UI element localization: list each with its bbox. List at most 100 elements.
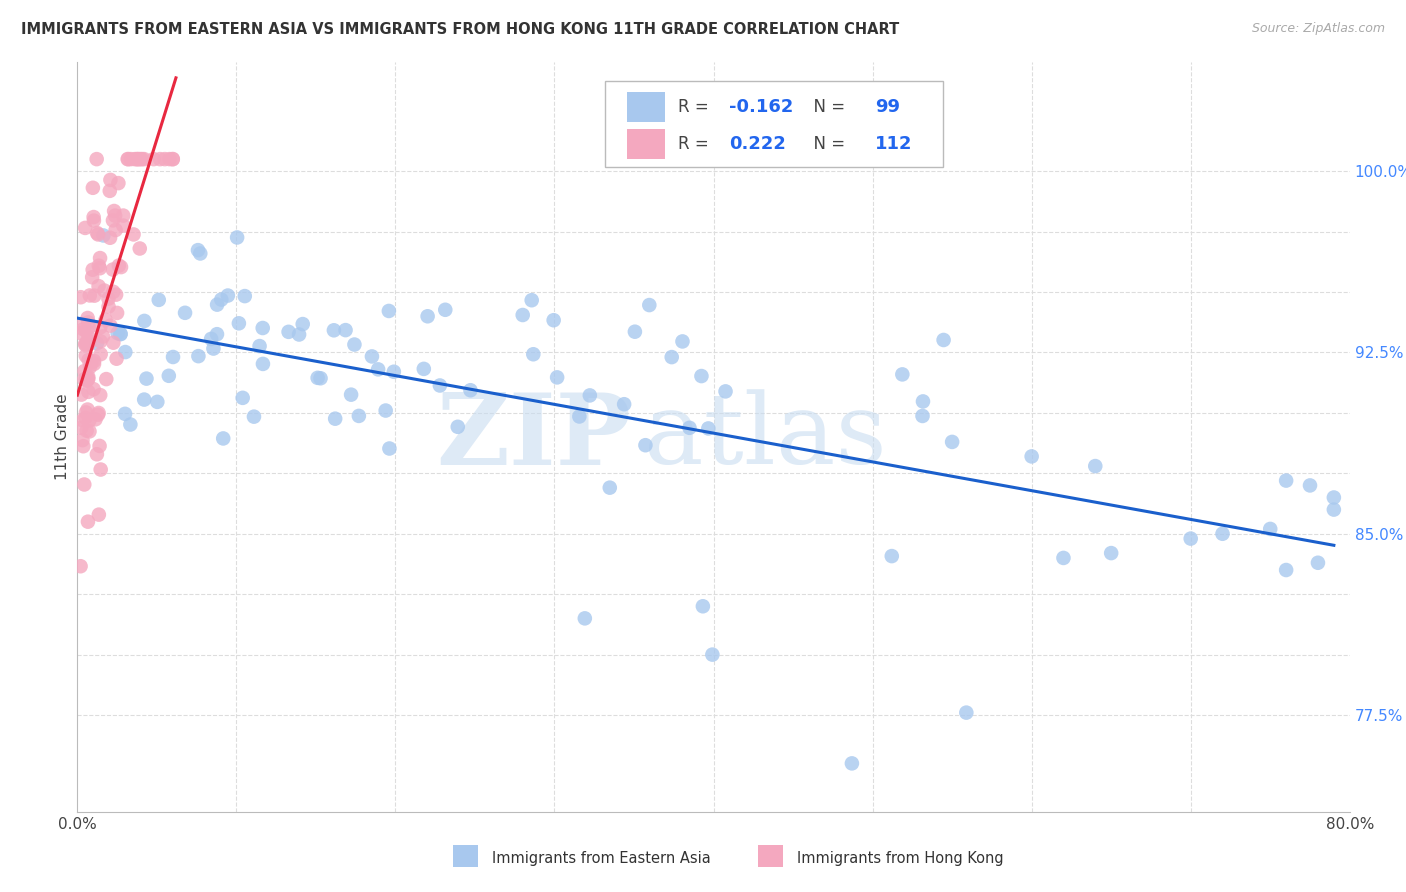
Point <box>343 337 366 351</box>
Point <box>187 243 209 257</box>
Point <box>76 372 98 386</box>
Point <box>347 409 370 423</box>
Point <box>412 362 434 376</box>
Point <box>291 317 314 331</box>
Point <box>86 226 108 240</box>
Text: Source: ZipAtlas.com: Source: ZipAtlas.com <box>1251 22 1385 36</box>
Point <box>233 289 256 303</box>
Text: Immigrants from Eastern Asia: Immigrants from Eastern Asia <box>492 851 711 865</box>
Point <box>100 173 122 187</box>
Point <box>692 599 714 614</box>
Point <box>83 357 105 371</box>
Point <box>249 339 271 353</box>
Point <box>512 308 534 322</box>
Point <box>117 152 139 166</box>
Point <box>101 213 124 227</box>
Point <box>87 279 110 293</box>
Point <box>125 152 148 166</box>
Point <box>153 152 176 166</box>
Point <box>75 410 97 425</box>
Point <box>135 371 157 385</box>
Point <box>374 403 396 417</box>
FancyBboxPatch shape <box>627 129 665 159</box>
Point <box>79 360 101 375</box>
Point <box>120 152 142 166</box>
Point <box>1052 550 1074 565</box>
Point <box>416 310 439 324</box>
Point <box>543 313 565 327</box>
Point <box>209 293 232 307</box>
Point <box>460 383 482 397</box>
Point <box>104 223 127 237</box>
Point <box>149 152 172 166</box>
Point <box>76 374 98 388</box>
Point <box>72 413 94 427</box>
Point <box>110 326 132 341</box>
Point <box>1212 526 1234 541</box>
Point <box>378 442 401 456</box>
Point <box>112 219 135 233</box>
FancyBboxPatch shape <box>606 81 942 168</box>
Point <box>174 306 197 320</box>
FancyBboxPatch shape <box>627 92 665 122</box>
Point <box>75 221 97 235</box>
Text: R =: R = <box>678 135 718 153</box>
Point <box>75 338 97 352</box>
Point <box>77 315 100 329</box>
Point <box>82 181 104 195</box>
Point <box>70 317 93 331</box>
Point <box>70 326 93 341</box>
Point <box>83 354 105 368</box>
Point <box>228 316 250 330</box>
Point <box>100 318 122 333</box>
Text: -0.162: -0.162 <box>728 98 793 116</box>
Point <box>91 329 114 343</box>
Point <box>83 288 105 302</box>
Point <box>98 184 121 198</box>
Point <box>288 327 311 342</box>
Point <box>1323 502 1346 516</box>
Point <box>146 395 169 409</box>
Point <box>87 508 110 522</box>
Point <box>340 387 363 401</box>
Point <box>202 342 225 356</box>
Point <box>941 434 963 449</box>
Point <box>148 293 170 307</box>
Point <box>77 372 100 386</box>
Point <box>932 333 955 347</box>
Point <box>110 326 132 341</box>
Text: ZIP: ZIP <box>436 389 631 485</box>
Point <box>122 227 145 242</box>
Point <box>93 228 115 243</box>
Point <box>98 231 121 245</box>
Point <box>105 351 128 366</box>
Point <box>69 559 91 574</box>
Point <box>103 335 125 350</box>
Point <box>89 320 111 334</box>
Point <box>105 287 128 301</box>
Point <box>252 321 274 335</box>
Point <box>162 152 184 166</box>
Point <box>634 438 657 452</box>
Point <box>599 481 621 495</box>
Text: 112: 112 <box>875 135 912 153</box>
Point <box>89 251 111 265</box>
Point <box>522 347 544 361</box>
Point <box>124 152 146 166</box>
Point <box>323 411 346 425</box>
Text: 99: 99 <box>875 98 900 116</box>
Point <box>434 302 457 317</box>
Point <box>89 261 111 276</box>
Point <box>72 433 94 447</box>
Point <box>87 227 110 242</box>
Point <box>75 349 97 363</box>
Point <box>72 322 94 336</box>
Text: atlas: atlas <box>644 389 886 485</box>
Point <box>83 210 105 224</box>
Text: Immigrants from Hong Kong: Immigrants from Hong Kong <box>797 851 1004 865</box>
Point <box>911 409 934 423</box>
Point <box>107 176 129 190</box>
Point <box>546 370 568 384</box>
Point <box>205 327 228 342</box>
Point <box>134 152 156 166</box>
